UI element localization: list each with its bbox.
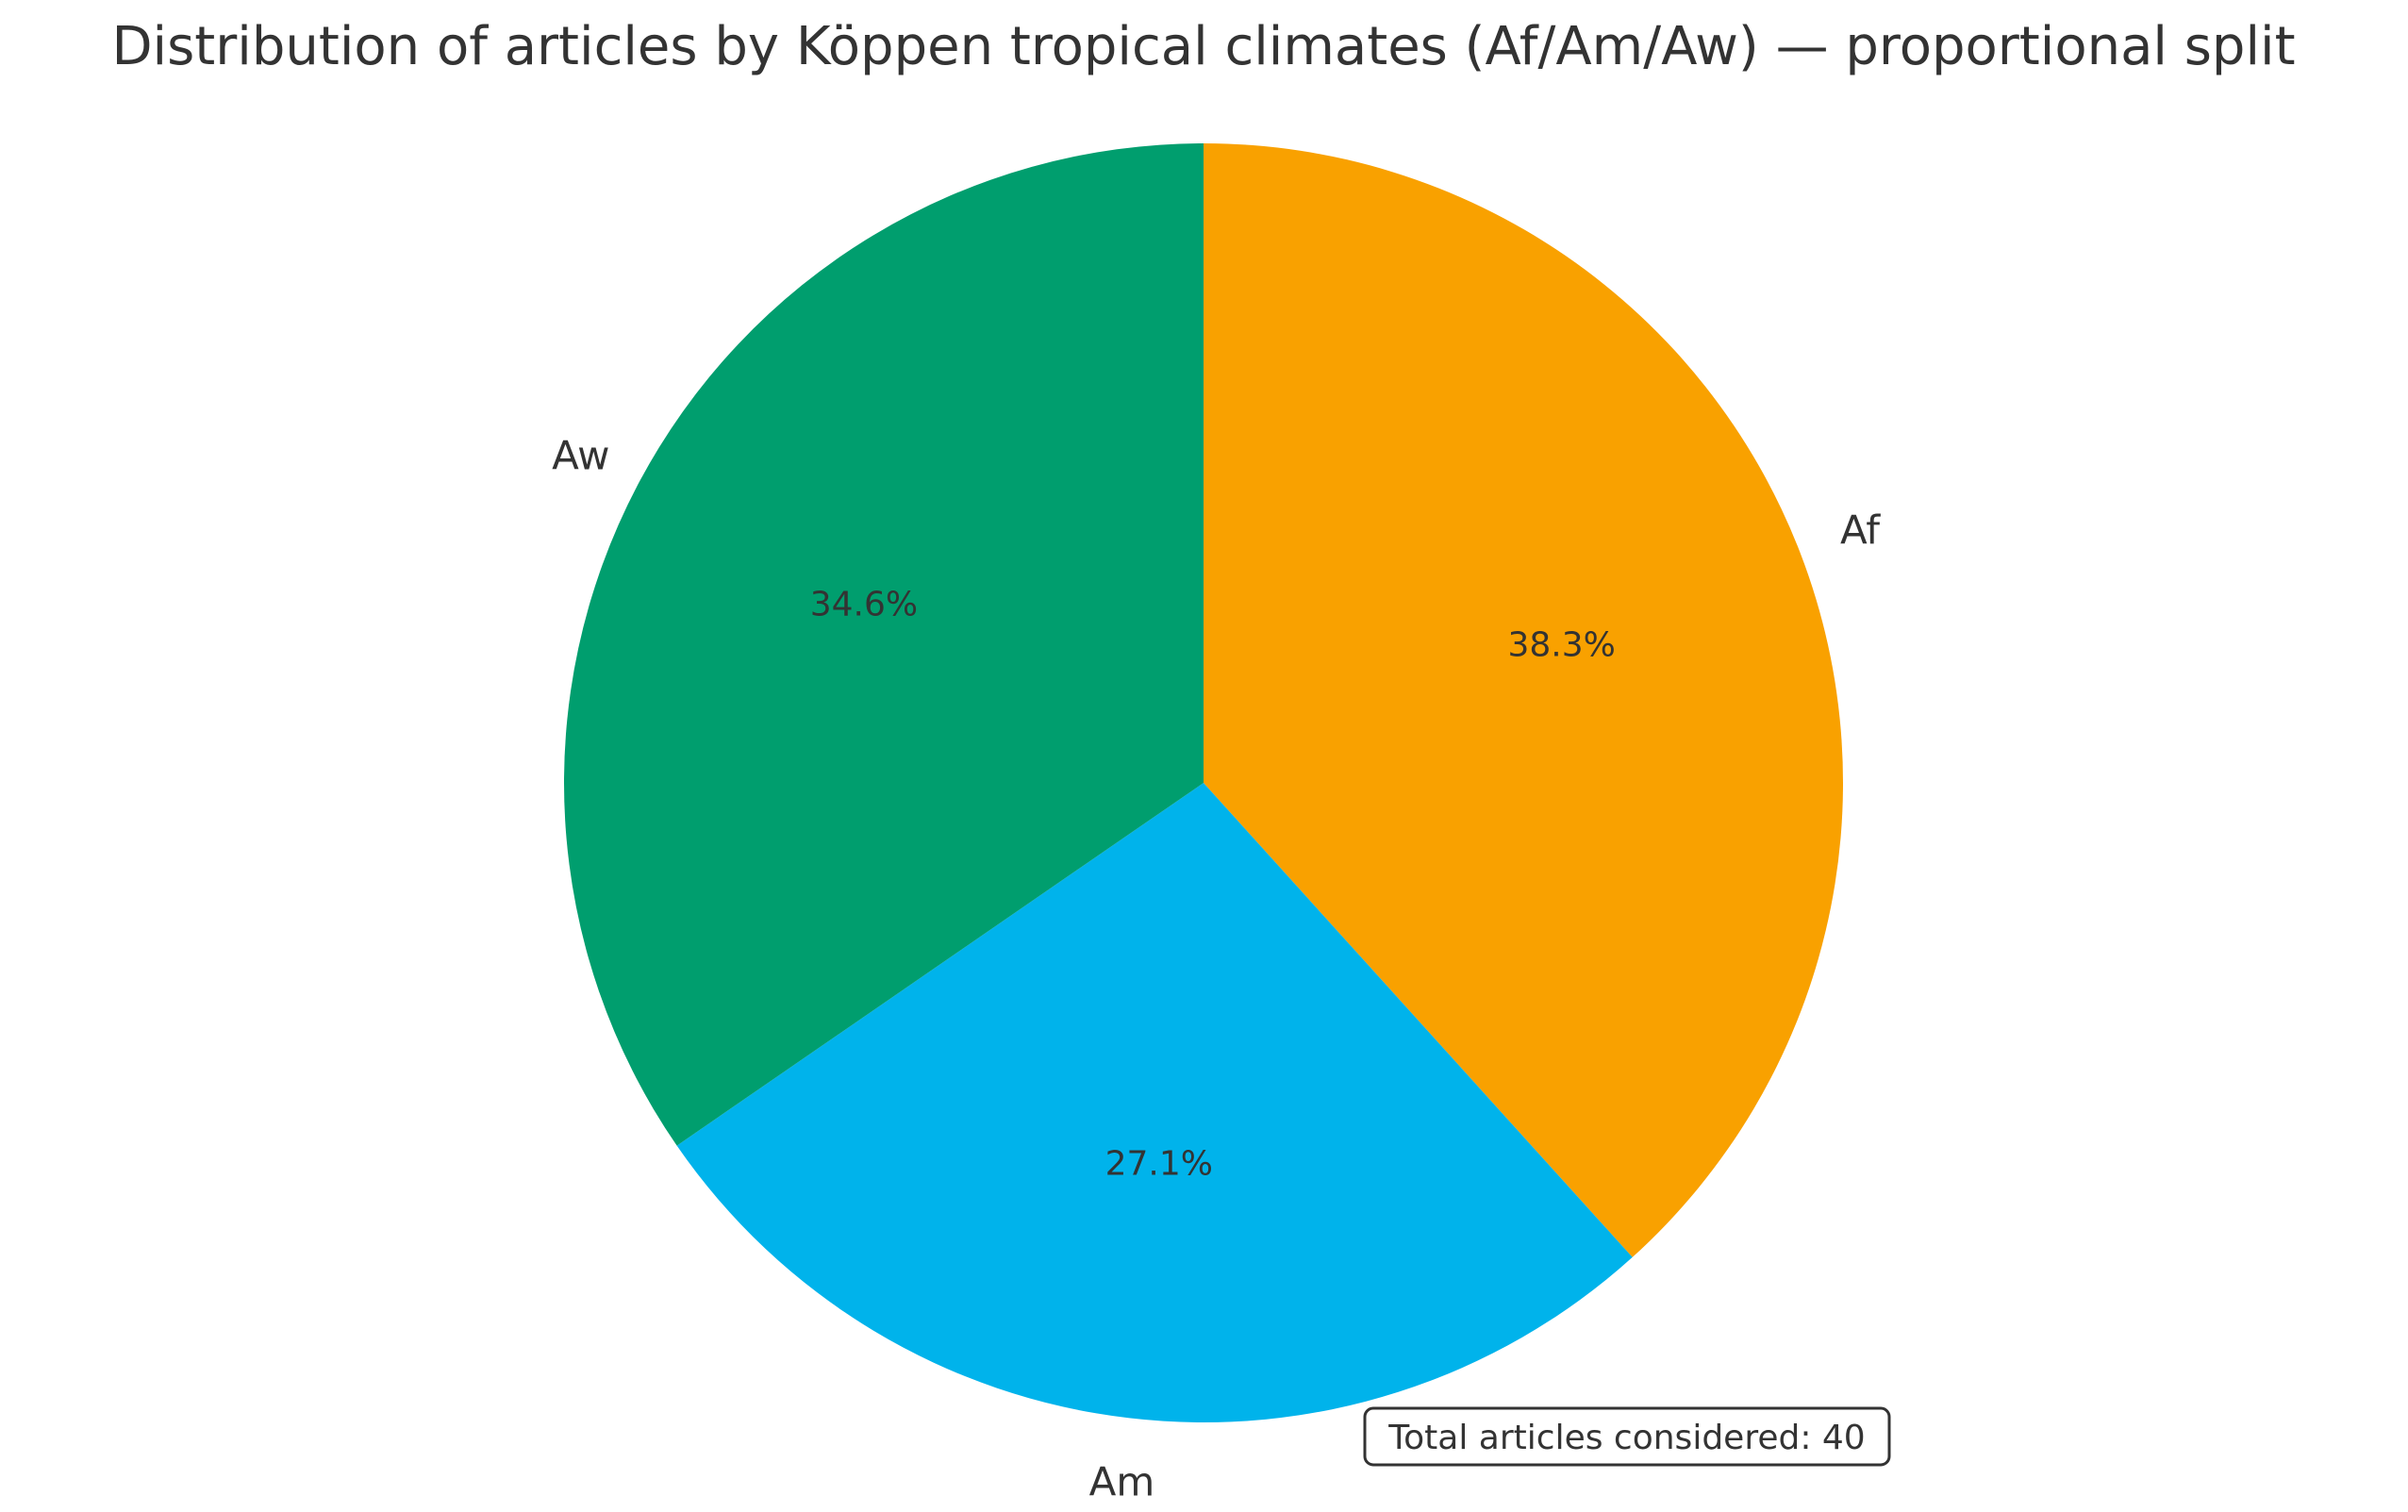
pie-slices — [564, 143, 1843, 1422]
pie-slice-am — [676, 783, 1633, 1422]
slice-label-am: Am — [1089, 1458, 1155, 1504]
pct-label-af: 38.3% — [1507, 625, 1615, 664]
annotation-box — [1363, 1406, 1891, 1467]
total-annotation: Total articles considered: 40 — [1363, 1406, 1891, 1467]
annotation-text: Total articles considered: 40 — [1387, 1419, 1865, 1457]
pct-label-am: 27.1% — [1105, 1145, 1213, 1184]
chart-title: Distribution of articles by Köppen tropi… — [111, 16, 2295, 77]
slice-label-af: Af — [1840, 507, 1881, 554]
pie-labels: Af 38.3% Am 27.1% Aw 34.6% — [552, 433, 1881, 1505]
pct-label-aw: 34.6% — [810, 585, 918, 623]
pie-slice-af — [1204, 143, 1843, 1257]
pie-slice-aw — [564, 143, 1204, 1146]
slice-label-aw: Aw — [552, 433, 609, 479]
